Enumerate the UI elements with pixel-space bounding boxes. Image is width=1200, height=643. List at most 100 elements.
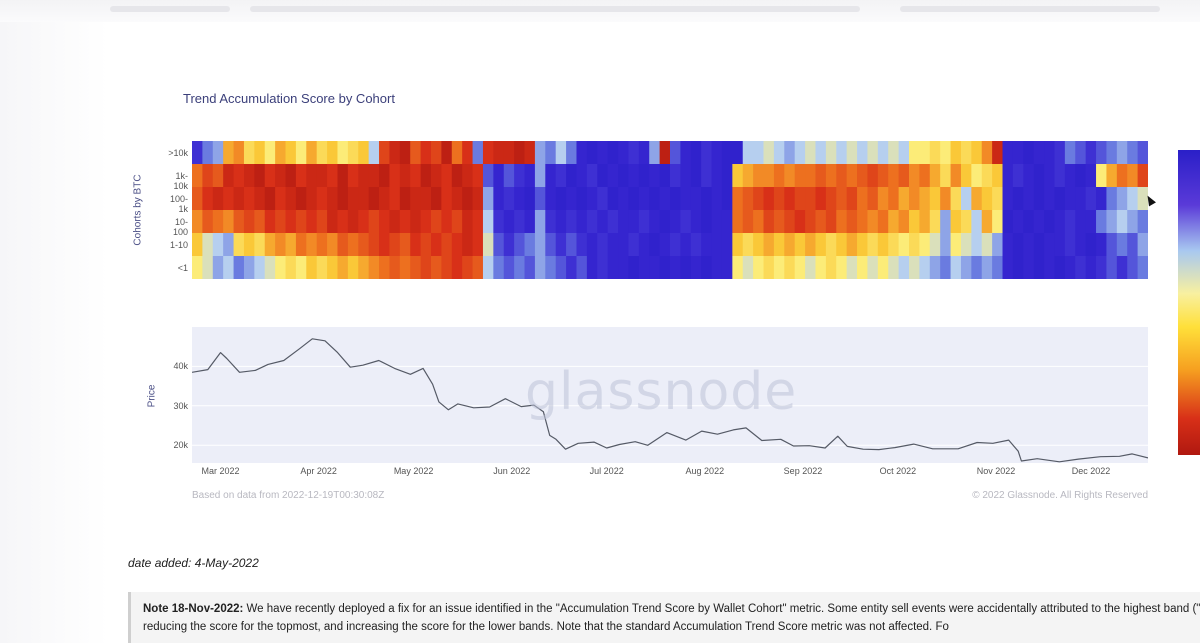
heatmap-cell: [420, 210, 432, 234]
heatmap-cell: [867, 164, 879, 188]
heatmap-cell: [701, 141, 713, 165]
heatmap-cell: [285, 256, 297, 279]
heatmap-cell: [888, 141, 900, 165]
heatmap-cell: [441, 141, 453, 165]
heatmap-cell: [1116, 164, 1128, 188]
heatmap-cell: [306, 164, 318, 188]
heatmap-cell: [295, 210, 307, 234]
heatmap-cell: [690, 187, 702, 211]
heatmap-cell: [243, 233, 255, 257]
heatmap-cell: [566, 164, 578, 188]
heatmap-cell: [264, 233, 276, 257]
heatmap-cell: [805, 187, 817, 211]
heatmap-cell: [888, 164, 900, 188]
heatmap-cell: [1002, 187, 1014, 211]
heatmap-cell: [534, 187, 546, 211]
heatmap-cell: [815, 256, 827, 279]
heatmap-cell: [295, 256, 307, 279]
heatmap-cell: [399, 187, 411, 211]
heatmap-cell: [514, 233, 526, 257]
heatmap-cell: [950, 141, 962, 165]
heatmap-cell: [212, 256, 224, 279]
heatmap-cell: [597, 210, 609, 234]
heatmap-cell: [898, 141, 910, 165]
heatmap-cell: [607, 187, 619, 211]
heatmap-cell: [399, 164, 411, 188]
heatmap-cell: [295, 233, 307, 257]
heatmap-cell: [368, 187, 380, 211]
heatmap-cell: [1044, 141, 1056, 165]
heatmap-cell: [1023, 164, 1035, 188]
heatmap-cell: [327, 164, 339, 188]
heatmap-cell: [981, 164, 993, 188]
heatmap-cell: [773, 233, 785, 257]
heatmap-cell: [524, 233, 536, 257]
heatmap-cell: [358, 256, 370, 279]
heatmap-cell: [1023, 233, 1035, 257]
heatmap-cell: [368, 210, 380, 234]
heatmap-cell: [1127, 141, 1139, 165]
heatmap-cell: [462, 210, 474, 234]
price-plot[interactable]: [192, 327, 1148, 463]
heatmap-cell: [1002, 164, 1014, 188]
heatmap-cell: [1023, 256, 1035, 279]
heatmap-cell: [1096, 141, 1108, 165]
heatmap-cell: [721, 210, 733, 234]
heatmap-cell: [327, 256, 339, 279]
heatmap-cell: [202, 210, 214, 234]
heatmap-cell: [1116, 233, 1128, 257]
heatmap-cell: [1075, 187, 1087, 211]
heatmap-cell: [628, 233, 640, 257]
heatmap-cell: [690, 256, 702, 279]
heatmap-cell: [555, 187, 567, 211]
heatmap-cell: [316, 141, 328, 165]
heatmap-cell: [493, 256, 505, 279]
heatmap-cell: [1106, 187, 1118, 211]
note-label: Note 18-Nov-2022:: [143, 603, 244, 615]
heatmap-cell: [690, 141, 702, 165]
heatmap-cell: [482, 187, 494, 211]
heatmap-cell: [659, 210, 671, 234]
heatmap-cell: [347, 233, 359, 257]
heatmap-cell: [628, 141, 640, 165]
heatmap-cell: [1012, 187, 1024, 211]
heatmap-cell: [1002, 141, 1014, 165]
heatmap-cell: [773, 141, 785, 165]
heatmap-cell: [514, 210, 526, 234]
heatmap-cell: [919, 164, 931, 188]
heatmap-cell: [784, 164, 796, 188]
heatmap-cell: [441, 233, 453, 257]
heatmap-cell: [524, 164, 536, 188]
heatmap-cell: [597, 233, 609, 257]
heatmap-cell: [212, 187, 224, 211]
heatmap-cell: [503, 141, 515, 165]
heatmap-cell: [909, 187, 920, 211]
heatmap-cell: [503, 187, 515, 211]
heatmap-cell: [763, 164, 775, 188]
heatmap-cell: [1096, 164, 1108, 188]
heatmap-cell: [1033, 256, 1045, 279]
color-scale-bar: [1178, 150, 1200, 455]
heatmap-cell: [586, 187, 598, 211]
heatmap-cell: [202, 164, 214, 188]
price-x-tick-label: Aug 2022: [685, 466, 725, 476]
heatmap-cell: [243, 141, 255, 165]
heatmap-cell: [940, 256, 952, 279]
heatmap-cell: [576, 210, 588, 234]
heatmap-cell: [732, 210, 744, 234]
heatmap-cell: [192, 233, 203, 257]
heatmap-cell: [701, 233, 713, 257]
heatmap-cell: [1085, 210, 1097, 234]
heatmap-cell: [347, 141, 359, 165]
heatmap[interactable]: [192, 141, 1148, 279]
heatmap-cell: [462, 141, 474, 165]
heatmap-cell: [545, 210, 557, 234]
heatmap-cell: [1002, 233, 1014, 257]
price-x-tick-label: Jun 2022: [493, 466, 531, 476]
heatmap-cell: [223, 210, 235, 234]
heatmap-cell: [1085, 256, 1097, 279]
heatmap-cell: [306, 233, 318, 257]
copyright-notice: © 2022 Glassnode. All Rights Reserved: [972, 490, 1148, 501]
heatmap-cell: [670, 187, 681, 211]
heatmap-cell: [399, 141, 411, 165]
